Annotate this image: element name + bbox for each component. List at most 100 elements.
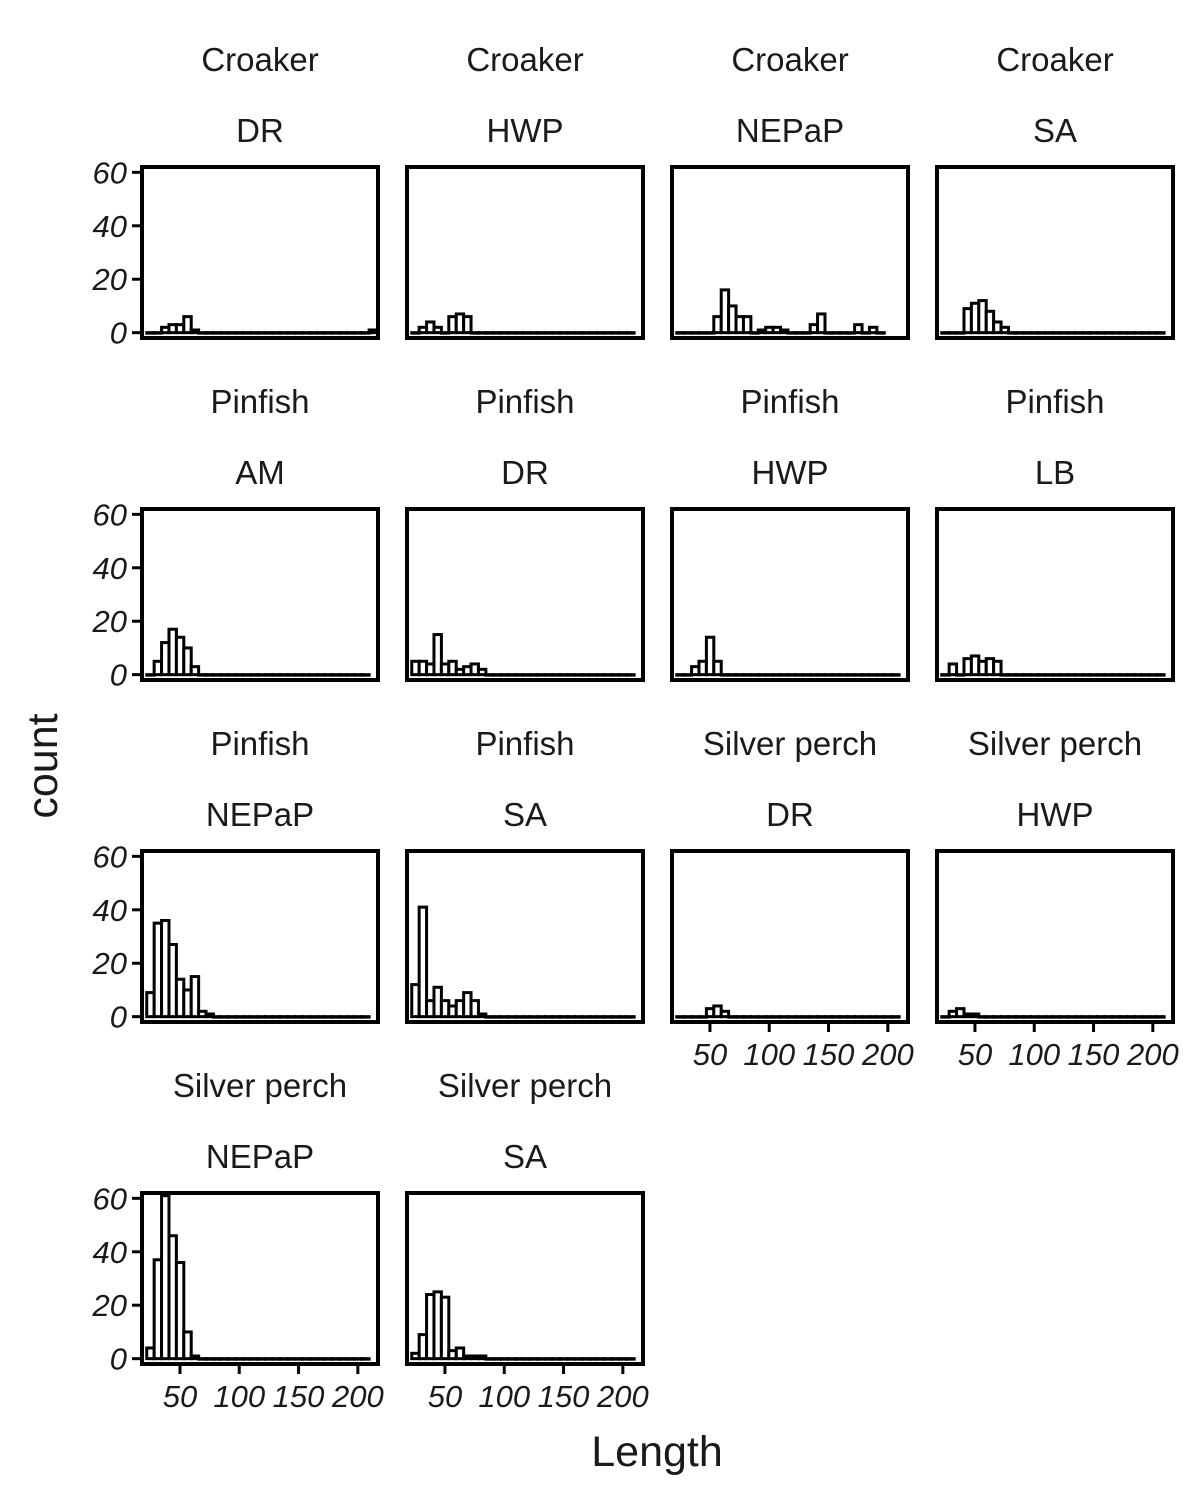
histogram-bar (867, 325, 879, 335)
histogram-bar (432, 325, 443, 335)
histogram-bar (625, 1015, 636, 1019)
strip-label-site: SA (1033, 112, 1077, 149)
y-tick-label: 0 (110, 1000, 127, 1035)
x-tick-label: 100 (1008, 1037, 1060, 1072)
strip-label-species: Pinfish (210, 725, 309, 762)
panel-border (935, 165, 1175, 340)
histogram-bar (704, 635, 716, 677)
x-tick-label: 50 (958, 1037, 992, 1072)
histogram-bar (875, 331, 886, 335)
histogram-bar (360, 1015, 371, 1019)
y-tick-label: 60 (93, 839, 127, 874)
x-tick-label: 100 (213, 1379, 265, 1414)
y-tick-label: 40 (93, 893, 127, 928)
strip-label-site: SA (503, 1138, 547, 1175)
histogram-bar (890, 1015, 901, 1019)
facet-panels: Croaker DR 0 20 40 60 Croaker HWP CroakerNEPaPCr… (92, 41, 1179, 1414)
histogram-bar (462, 315, 473, 335)
histogram-bar (174, 1260, 186, 1361)
y-tick-label: 20 (92, 262, 127, 297)
facet-panel: Pinfish AM 0 20 40 60 (92, 383, 380, 693)
facet-panel: Silver perch SA 50 100 150 200 (405, 1067, 649, 1414)
histogram-bar (712, 659, 723, 677)
y-tick-label: 20 (92, 1288, 127, 1323)
x-tick-label: 100 (478, 1379, 530, 1414)
x-tick-label: 50 (693, 1037, 727, 1072)
y-tick-label: 60 (93, 155, 127, 190)
facet-panel: Croaker DR 0 20 40 60 (92, 41, 380, 351)
strip-label-site: LB (1035, 454, 1075, 491)
strip-label-species: Silver perch (703, 725, 877, 762)
panel-border (140, 849, 380, 1024)
strip-label-species: Pinfish (210, 383, 309, 420)
histogram-bar (182, 646, 193, 677)
histogram-bar (360, 1357, 371, 1361)
x-axis-title: Length (591, 1428, 723, 1476)
x-tick-label: 200 (861, 1037, 914, 1072)
histogram-bar (189, 665, 201, 677)
strip-label-species: Pinfish (475, 383, 574, 420)
strip-label-site: HWP (752, 454, 829, 491)
histogram-bar (476, 667, 488, 677)
panel-border (140, 165, 380, 340)
histogram-bar (992, 659, 1003, 677)
strip-label-species: Croaker (201, 41, 318, 78)
histogram-bar (947, 662, 959, 677)
strip-label-species: Pinfish (1005, 383, 1104, 420)
strip-label-species: Silver perch (438, 1067, 612, 1104)
panel-border (140, 1191, 380, 1366)
strip-label-site: NEPaP (206, 796, 314, 833)
strip-label-species: Croaker (466, 41, 583, 78)
histogram-bar (182, 315, 193, 335)
panel-border (405, 507, 645, 682)
histogram-bar (182, 1330, 193, 1361)
x-tick-label: 200 (1126, 1037, 1179, 1072)
x-tick-label: 200 (331, 1379, 384, 1414)
histogram-bar (741, 315, 753, 335)
x-tick-label: 150 (803, 1037, 855, 1072)
y-tick-label: 0 (110, 658, 127, 693)
histogram-bar (189, 975, 201, 1019)
strip-label-site: DR (236, 112, 284, 149)
strip-label-site: DR (766, 796, 814, 833)
histogram-bar (1155, 673, 1166, 677)
strip-label-site: AM (235, 454, 285, 491)
facet-panel: Croaker NEPaP (670, 41, 910, 340)
histogram-bar (417, 905, 429, 1019)
facet-panel: Pinfish SA (405, 725, 645, 1024)
histogram-bar (1155, 331, 1166, 335)
y-axis-title: count (19, 713, 67, 818)
histogram-bar (625, 331, 636, 335)
facet-panel: Pinfish LB (935, 383, 1175, 682)
histogram-bar (454, 1346, 466, 1361)
histogram-bar (625, 673, 636, 677)
strip-label-species: Pinfish (475, 725, 574, 762)
histogram-bar (432, 633, 443, 677)
y-tick-label: 20 (92, 946, 127, 981)
x-tick-label: 100 (743, 1037, 795, 1072)
x-tick-label: 150 (273, 1379, 325, 1414)
histogram-bar (890, 673, 901, 677)
y-tick-label: 40 (93, 1235, 127, 1270)
facet-panel: Croaker SA (935, 41, 1175, 340)
strip-label-species: Silver perch (968, 725, 1142, 762)
histogram-bar (853, 323, 864, 335)
panel-border (405, 165, 645, 340)
x-tick-label: 150 (538, 1379, 590, 1414)
panel-border (140, 507, 380, 682)
facet-panel: Pinfish DR (405, 383, 645, 682)
strip-label-site: NEPaP (736, 112, 844, 149)
histogram-bar (367, 328, 379, 335)
strip-label-site: NEPaP (206, 1138, 314, 1175)
strip-label-site: HWP (487, 112, 564, 149)
histogram-bar (360, 673, 371, 677)
x-tick-label: 200 (596, 1379, 649, 1414)
y-tick-label: 60 (93, 1181, 127, 1216)
y-tick-label: 40 (93, 209, 127, 244)
histogram-bar (1155, 1015, 1166, 1019)
x-tick-label: 50 (428, 1379, 462, 1414)
histogram-bar (999, 325, 1010, 335)
facet-panel: Pinfish HWP (670, 383, 910, 682)
panel-border (935, 849, 1175, 1024)
